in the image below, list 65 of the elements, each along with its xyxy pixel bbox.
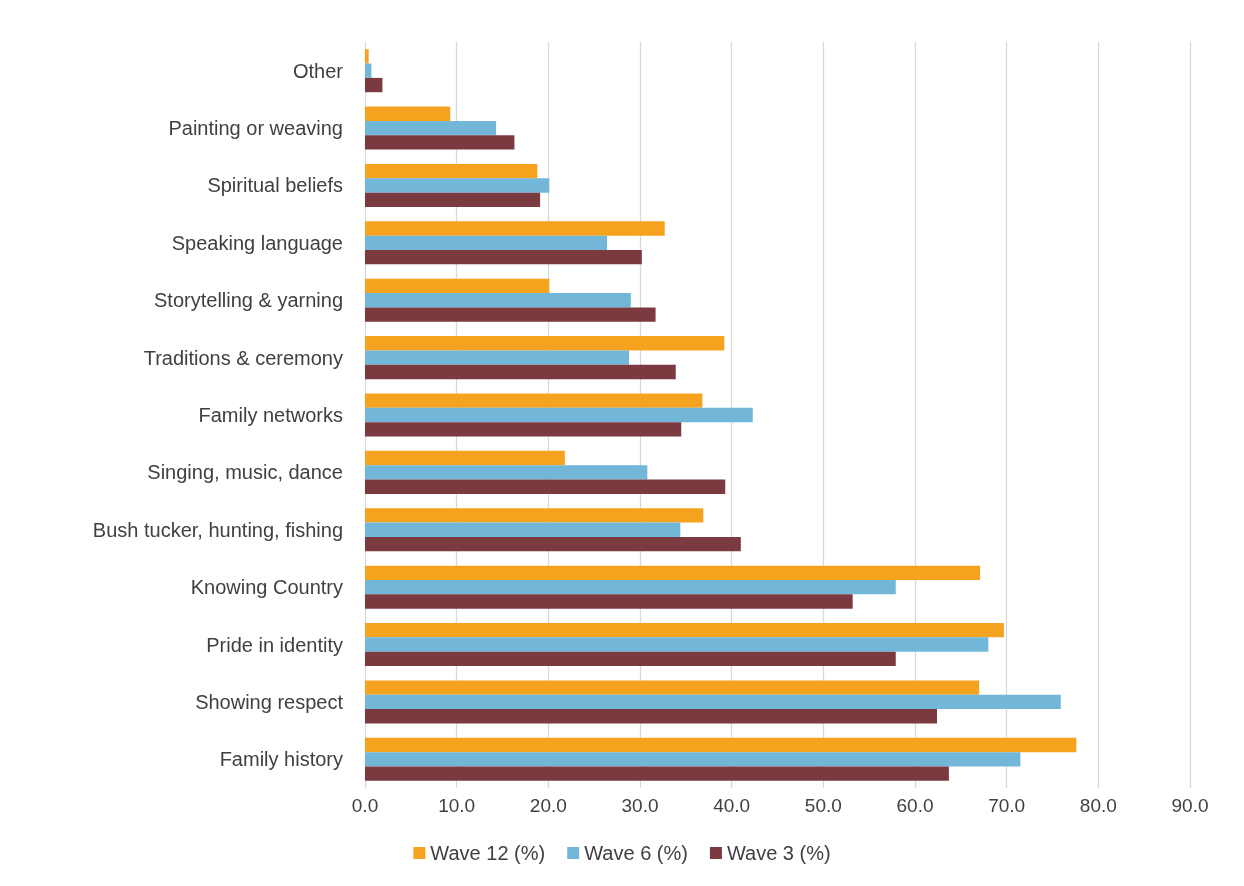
bar <box>365 694 1061 710</box>
bar <box>365 163 538 179</box>
bar <box>365 422 682 437</box>
bar <box>365 293 631 308</box>
x-tick-label: 70.0 <box>988 795 1026 816</box>
bar <box>365 637 989 652</box>
bar <box>365 536 741 552</box>
bar <box>365 508 704 523</box>
x-tick-label: 20.0 <box>529 795 567 816</box>
legend-label: Wave 3 (%) <box>726 842 831 864</box>
bar <box>365 63 372 78</box>
bar <box>365 465 648 480</box>
bar <box>365 120 497 136</box>
y-tick-label: Showing respect <box>195 690 344 713</box>
legend-label: Wave 6 (%) <box>584 842 688 864</box>
x-tick-label: 60.0 <box>896 795 934 816</box>
bar <box>365 350 629 365</box>
bar <box>365 278 550 294</box>
bar <box>365 479 726 494</box>
y-tick-label: Painting or weaving <box>168 117 343 140</box>
bar <box>365 77 383 93</box>
bar <box>365 192 541 207</box>
x-tick-label: 30.0 <box>621 795 659 816</box>
bar <box>365 250 642 265</box>
y-tick-label: Singing, music, dance <box>147 461 343 484</box>
x-tick-label: 50.0 <box>804 795 842 816</box>
bar <box>365 766 949 781</box>
y-tick-label: Other <box>292 59 344 82</box>
y-tick-label: Storytelling & yarning <box>154 289 343 312</box>
bar <box>365 407 753 423</box>
bar <box>365 235 607 251</box>
bar <box>365 49 369 64</box>
bar <box>365 651 896 667</box>
x-tick-label: 90.0 <box>1171 795 1209 816</box>
bar <box>365 752 1021 767</box>
y-tick-label: Family history <box>219 748 343 771</box>
bar <box>365 709 937 724</box>
x-tick-label: 40.0 <box>713 795 751 816</box>
bar <box>365 393 703 408</box>
y-tick-label: Traditions & ceremony <box>143 346 343 369</box>
bar <box>365 178 550 193</box>
bar <box>365 623 1004 638</box>
bar <box>365 221 665 236</box>
x-tick-label: 0.0 <box>351 795 379 816</box>
bar <box>365 336 725 351</box>
y-tick-label: Bush tucker, hunting, fishing <box>92 518 343 541</box>
legend-label: Wave 12 (%) <box>430 842 546 864</box>
y-tick-label: Speaking language <box>171 231 343 254</box>
x-tick-label: 10.0 <box>438 795 476 816</box>
bar <box>365 594 853 609</box>
bar <box>365 680 980 695</box>
y-tick-label: Knowing Country <box>190 576 343 599</box>
bar <box>365 579 896 595</box>
bar <box>365 106 451 121</box>
bar <box>365 364 676 380</box>
y-tick-label: Spiritual beliefs <box>207 174 343 197</box>
bar <box>365 135 515 150</box>
bar <box>365 522 681 537</box>
bar <box>365 450 565 466</box>
y-tick-label: Family networks <box>198 404 343 426</box>
y-tick-label: Pride in identity <box>206 633 343 656</box>
bar <box>365 737 1077 753</box>
x-tick-label: 80.0 <box>1079 795 1117 816</box>
bar <box>365 565 981 580</box>
bar <box>365 307 656 322</box>
